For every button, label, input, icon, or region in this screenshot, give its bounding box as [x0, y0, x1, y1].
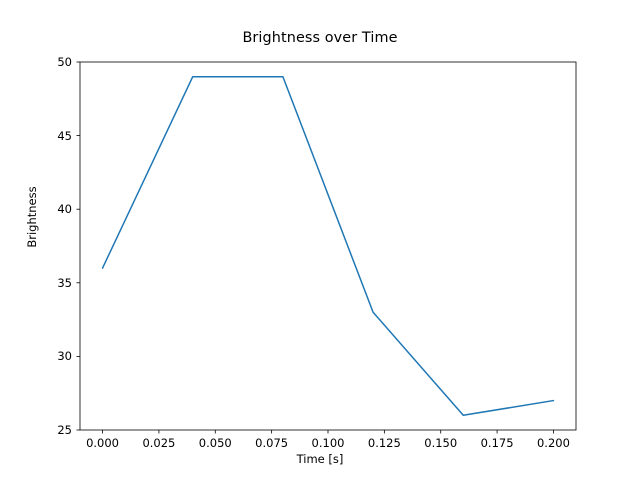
x-axis-label: Time [s] — [296, 452, 344, 466]
chart-title: Brightness over Time — [242, 30, 398, 46]
y-tick-label: 45 — [57, 128, 72, 143]
x-tick-label: 0.175 — [480, 436, 514, 450]
y-tick-label: 35 — [57, 275, 72, 290]
y-tick-label: 30 — [57, 349, 72, 364]
axes-frame — [79, 61, 577, 431]
x-tick-label: 0.125 — [367, 436, 401, 450]
axes-spines — [79, 61, 577, 431]
y-axis-label: Brightness — [25, 186, 39, 248]
x-tick-label: 0.050 — [198, 436, 232, 450]
series-line — [101, 75, 555, 417]
y-tick-label: 50 — [57, 55, 72, 69]
x-tick-label: 0.025 — [142, 436, 176, 450]
x-tick-label: 0.100 — [311, 436, 345, 450]
x-tick-label: 0.150 — [424, 436, 458, 450]
y-tick-label: 25 — [57, 423, 72, 437]
x-tick-label: 0.000 — [86, 436, 119, 450]
axis-ticks — [76, 61, 554, 434]
y-tick-label: 40 — [57, 202, 72, 217]
x-tick-label: 0.200 — [536, 436, 570, 450]
x-tick-label: 0.075 — [255, 436, 289, 450]
data-series — [101, 75, 555, 417]
